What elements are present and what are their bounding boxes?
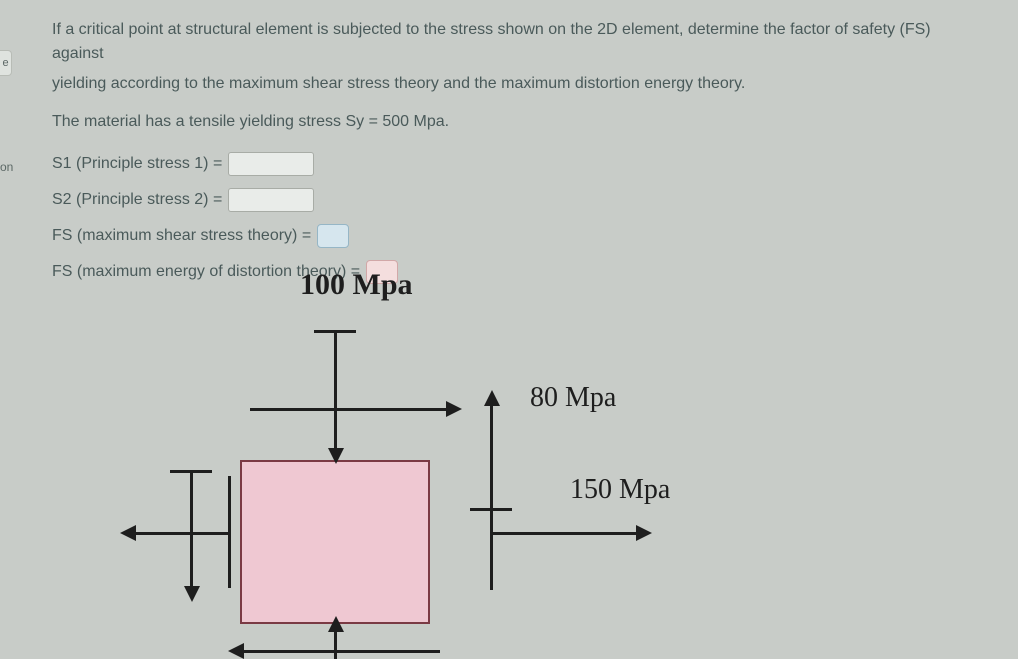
sigma-x-label: 150 Mpa xyxy=(570,474,670,506)
question-text: If a critical point at structural elemen… xyxy=(52,18,982,134)
sigma-y-top-head-icon xyxy=(328,448,344,464)
question-line-2: yielding according to the maximum shear … xyxy=(52,72,982,96)
shear-right-head-icon xyxy=(484,390,500,406)
sigma-x-left-shaft xyxy=(130,532,230,535)
s1-input[interactable] xyxy=(228,152,314,176)
fs-de-row: FS (maximum energy of distortion theory)… xyxy=(52,260,1006,284)
sigma-x-left-head-icon xyxy=(120,525,136,541)
left-nav-stub-e-label: e xyxy=(2,57,8,69)
stress-element-figure: 100 Mpa 80 Mpa 150 Mpa xyxy=(150,290,750,650)
shear-top-head-icon xyxy=(446,401,462,417)
shear-bottom-shaft xyxy=(240,650,440,653)
s2-input[interactable] xyxy=(228,188,314,212)
tau-label: 80 Mpa xyxy=(530,382,616,414)
sigma-y-bottom-head-icon xyxy=(328,616,344,632)
fs-mss-label: FS (maximum shear stress theory) = xyxy=(52,227,311,245)
s1-row: S1 (Principle stress 1) = xyxy=(52,152,1006,176)
s1-label: S1 (Principle stress 1) = xyxy=(52,155,222,173)
sigma-x-right-tick xyxy=(490,480,493,590)
question-line-1: If a critical point at structural elemen… xyxy=(52,18,982,66)
s2-label: S2 (Principle stress 2) = xyxy=(52,191,222,209)
left-nav-stub-on: on xyxy=(0,160,16,174)
s2-row: S2 (Principle stress 2) = xyxy=(52,188,1006,212)
shear-top-shaft xyxy=(250,408,450,411)
sigma-x-right-shaft xyxy=(490,532,640,535)
question-line-3: The material has a tensile yielding stre… xyxy=(52,110,982,134)
stress-element xyxy=(240,460,430,624)
sigma-y-label: 100 Mpa xyxy=(300,268,413,302)
fs-mss-input[interactable] xyxy=(317,224,349,248)
shear-bottom-head-icon xyxy=(228,643,244,659)
sigma-x-right-head-icon xyxy=(636,525,652,541)
shear-left-head-icon xyxy=(184,586,200,602)
left-nav-stub-e[interactable]: e xyxy=(0,50,12,76)
question-page: e on If a critical point at structural e… xyxy=(0,0,1018,659)
shear-left-shaft xyxy=(190,470,193,590)
fs-mss-row: FS (maximum shear stress theory) = xyxy=(52,224,1006,248)
sigma-y-top-shaft xyxy=(334,330,337,460)
left-nav-stub-on-label: on xyxy=(0,160,13,174)
